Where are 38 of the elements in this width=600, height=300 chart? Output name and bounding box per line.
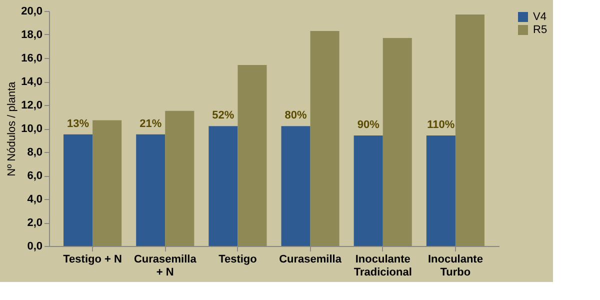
annotation: 13%: [67, 118, 90, 130]
bar: [426, 136, 456, 246]
bar: [64, 134, 93, 246]
y-tick-label: 18,0: [21, 29, 42, 41]
bar: [136, 134, 166, 246]
y-tick-label: 2,0: [27, 217, 42, 229]
y-tick-label: 16,0: [21, 52, 42, 64]
bar: [165, 110, 194, 246]
x-tick-label: Testigo + N: [63, 254, 122, 266]
y-tick-label: 10,0: [21, 123, 42, 135]
annotation: 80%: [284, 110, 307, 122]
y-tick-label: 14,0: [21, 76, 42, 88]
bar: [382, 38, 412, 246]
annotation: 90%: [357, 118, 380, 131]
x-tick-label: Curasemilla + N: [134, 254, 198, 278]
y-tick-label: 12,0: [21, 100, 42, 112]
x-tick-label: Inoculante Turbo: [428, 254, 483, 278]
bar: [92, 120, 122, 246]
bar: [354, 136, 383, 246]
legend-label: R5: [533, 24, 548, 36]
x-tick-label: Curasemilla: [279, 254, 342, 266]
bar: [455, 14, 484, 246]
annotation: 21%: [140, 118, 162, 130]
y-tick-label: 20,0: [21, 6, 42, 18]
bar: [310, 30, 340, 246]
annotation: 110%: [427, 118, 455, 131]
y-tick-label: 0,0: [27, 240, 42, 252]
bar: [281, 126, 310, 246]
y-tick-label: 8,0: [27, 146, 42, 158]
bar: [238, 65, 267, 246]
y-axis-title: Nº Nódulos / planta: [6, 80, 18, 176]
annotation: 52%: [212, 110, 234, 122]
bar: [208, 126, 238, 246]
y-tick-label: 6,0: [27, 170, 42, 182]
y-tick-label: 4,0: [27, 194, 42, 206]
legend-label: V4: [533, 11, 546, 23]
x-tick-label: Testigo: [218, 254, 258, 266]
x-tick-label: Inoculante Tradicional: [354, 254, 412, 278]
